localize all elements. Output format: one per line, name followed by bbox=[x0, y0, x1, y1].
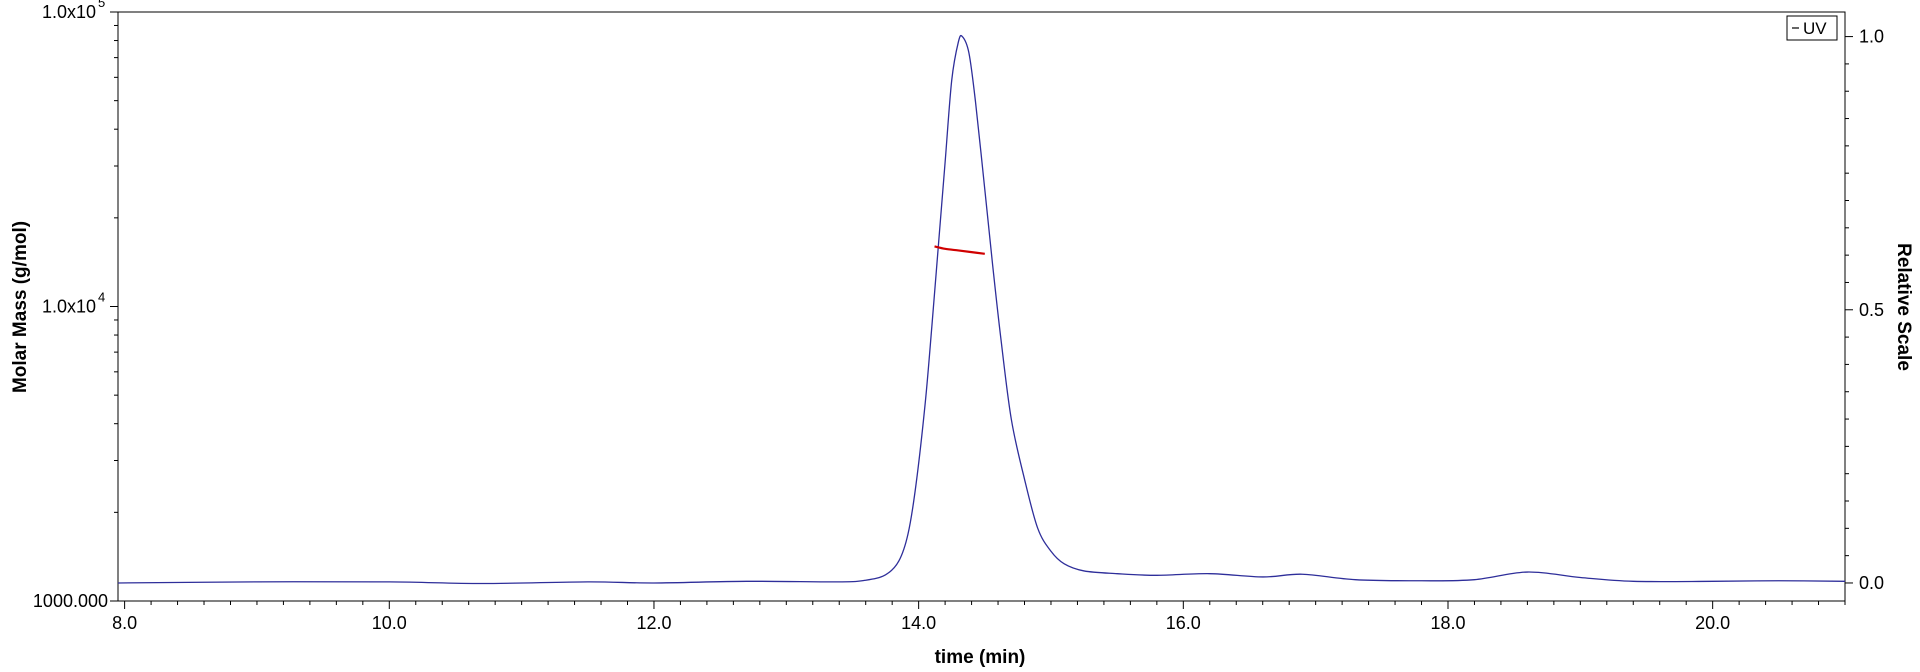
x-tick-label: 16.0 bbox=[1166, 613, 1201, 633]
y-left-axis-title: Molar Mass (g/mol) bbox=[10, 221, 31, 393]
y-left-tick-label: 1.0x10 bbox=[42, 2, 96, 22]
y-left-tick-label: 1.0x10 bbox=[42, 297, 96, 317]
plot-frame bbox=[117, 11, 1846, 602]
y-left-tick-label: 1000.000 bbox=[33, 591, 108, 611]
uv-trace-line bbox=[117, 34, 1846, 585]
x-axis: 8.0 10.0 12.0 14.0 16.0 18.0 20.0 bbox=[112, 601, 1846, 633]
y-right-tick-label: 0.0 bbox=[1859, 573, 1884, 593]
x-tick-label: 14.0 bbox=[901, 613, 936, 633]
y-right-axis-title: Relative Scale bbox=[1893, 243, 1914, 371]
series-layer bbox=[117, 34, 1846, 585]
x-tick-label: 10.0 bbox=[372, 613, 407, 633]
y-right-axis: 0.0 0.5 1.0 bbox=[1845, 27, 1884, 593]
y-right-tick-label: 1.0 bbox=[1859, 27, 1884, 47]
legend-label: UV bbox=[1803, 19, 1827, 38]
x-tick-label: 20.0 bbox=[1695, 613, 1730, 633]
y-left-tick-exponent: 4 bbox=[98, 290, 105, 305]
x-axis-title: time (min) bbox=[935, 647, 1026, 668]
y-left-tick-exponent: 5 bbox=[98, 0, 105, 10]
x-tick-label: 12.0 bbox=[636, 613, 671, 633]
y-right-tick-label: 0.5 bbox=[1859, 300, 1884, 320]
x-tick-label: 8.0 bbox=[112, 613, 137, 633]
plot-area-border bbox=[117, 11, 1846, 602]
molar-mass-trace-line bbox=[934, 245, 985, 255]
legend: UV bbox=[1786, 15, 1838, 41]
x-tick-label: 18.0 bbox=[1430, 613, 1465, 633]
